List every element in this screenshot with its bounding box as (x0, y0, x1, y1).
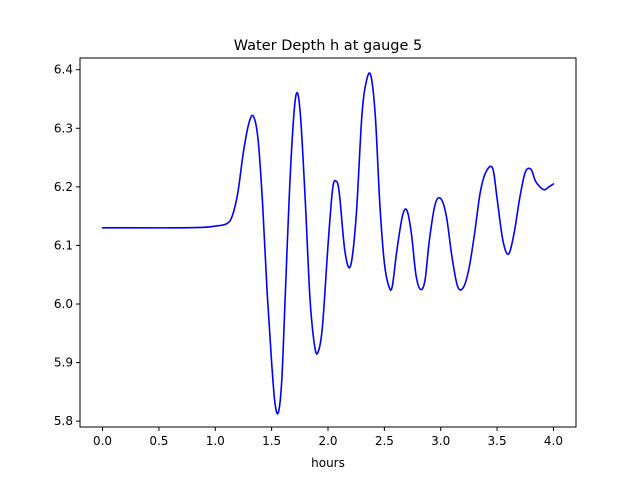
plot-area (79, 57, 577, 428)
x-tick-label: 0.5 (149, 434, 168, 448)
x-tick-label: 2.5 (375, 434, 394, 448)
x-tick-label: 1.5 (262, 434, 281, 448)
y-tick-label: 6.4 (54, 63, 73, 77)
y-axis-ticks: 5.8 5.9 6.0 6.1 6.2 6.3 6.4 (54, 63, 80, 428)
y-tick-label: 6.1 (54, 238, 73, 252)
series-line-0 (101, 72, 555, 415)
x-tick-label: 2.0 (318, 434, 337, 448)
x-tick-label: 3.0 (431, 434, 450, 448)
x-tick-label: 1.0 (206, 434, 225, 448)
x-tick-label: 0.0 (93, 434, 112, 448)
y-tick-label: 6.0 (54, 297, 73, 311)
x-tick-label: 3.5 (488, 434, 507, 448)
y-tick-label: 5.9 (54, 356, 73, 370)
x-tick-label: 4.0 (544, 434, 563, 448)
y-tick-label: 6.2 (54, 180, 73, 194)
chart-title: Water Depth h at gauge 5 (234, 38, 422, 54)
y-tick-label: 6.3 (54, 121, 73, 135)
x-axis-ticks: 0.0 0.5 1.0 1.5 2.0 2.5 3.0 3.5 4.0 (93, 427, 563, 448)
x-axis-label: hours (311, 456, 345, 470)
y-tick-label: 5.8 (54, 414, 73, 428)
